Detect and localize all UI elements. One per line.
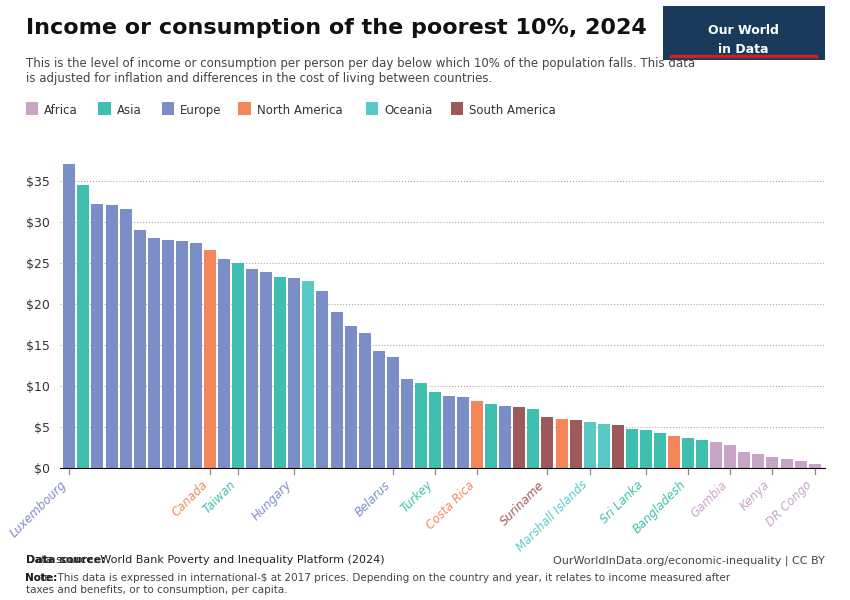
Bar (528, 409, 540, 468)
Bar (682, 439, 694, 468)
Bar (752, 454, 764, 468)
Text: Oceania: Oceania (384, 104, 433, 118)
Bar (429, 392, 441, 468)
Bar (640, 430, 652, 468)
Text: This is the level of income or consumption per person per day below which 10% of: This is the level of income or consumpti… (26, 57, 694, 85)
Bar (739, 452, 751, 468)
Bar (204, 250, 216, 468)
Bar (696, 440, 708, 468)
Bar (344, 326, 356, 468)
Bar (711, 442, 722, 468)
Bar (401, 379, 413, 468)
Bar (780, 459, 792, 468)
Bar (316, 292, 328, 468)
Bar (485, 404, 497, 468)
Bar (232, 263, 244, 468)
Bar (598, 424, 609, 468)
Bar (275, 277, 286, 468)
Bar (303, 281, 314, 468)
Bar (387, 357, 399, 468)
Text: Asia: Asia (116, 104, 141, 118)
Bar (218, 259, 230, 468)
Text: Our World: Our World (708, 24, 779, 37)
Bar (668, 436, 680, 468)
Bar (724, 445, 736, 468)
Bar (584, 422, 596, 468)
Bar (556, 419, 568, 468)
Bar (190, 243, 202, 468)
Text: Data source: World Bank Poverty and Inequality Platform (2024): Data source: World Bank Poverty and Ineq… (26, 555, 384, 565)
Bar (612, 425, 624, 468)
Text: Africa: Africa (44, 104, 78, 118)
Bar (120, 209, 132, 468)
Text: Data source:: Data source: (26, 555, 105, 565)
Bar (513, 407, 525, 468)
Bar (162, 240, 173, 468)
Text: Europe: Europe (180, 104, 222, 118)
Bar (443, 396, 455, 468)
Text: in Data: in Data (718, 43, 769, 56)
Bar (359, 332, 371, 468)
Bar (148, 238, 160, 468)
Bar (499, 406, 511, 468)
Text: Income or consumption of the poorest 10%, 2024: Income or consumption of the poorest 10%… (26, 18, 646, 38)
Bar (92, 203, 104, 468)
Bar (767, 457, 779, 468)
Bar (331, 312, 343, 468)
Text: North America: North America (257, 104, 343, 118)
Bar (373, 352, 385, 468)
Bar (415, 383, 427, 468)
Bar (246, 269, 258, 468)
Bar (626, 428, 638, 468)
Text: Note: This data is expressed in international-$ at 2017 prices. Depending on the: Note: This data is expressed in internat… (26, 573, 729, 595)
Bar (654, 433, 666, 468)
Text: Note:: Note: (26, 573, 58, 583)
Bar (64, 164, 76, 468)
Bar (457, 397, 469, 468)
Bar (471, 401, 483, 468)
Bar (570, 421, 581, 468)
Bar (133, 230, 145, 468)
Text: South America: South America (469, 104, 556, 118)
Text: OurWorldInData.org/economic-inequality | CC BY: OurWorldInData.org/economic-inequality |… (552, 555, 824, 565)
Bar (808, 464, 820, 468)
Bar (795, 461, 807, 468)
Bar (77, 185, 89, 468)
Bar (176, 241, 188, 468)
Bar (288, 278, 300, 468)
Bar (260, 272, 272, 468)
Bar (105, 205, 117, 468)
Bar (541, 417, 553, 468)
